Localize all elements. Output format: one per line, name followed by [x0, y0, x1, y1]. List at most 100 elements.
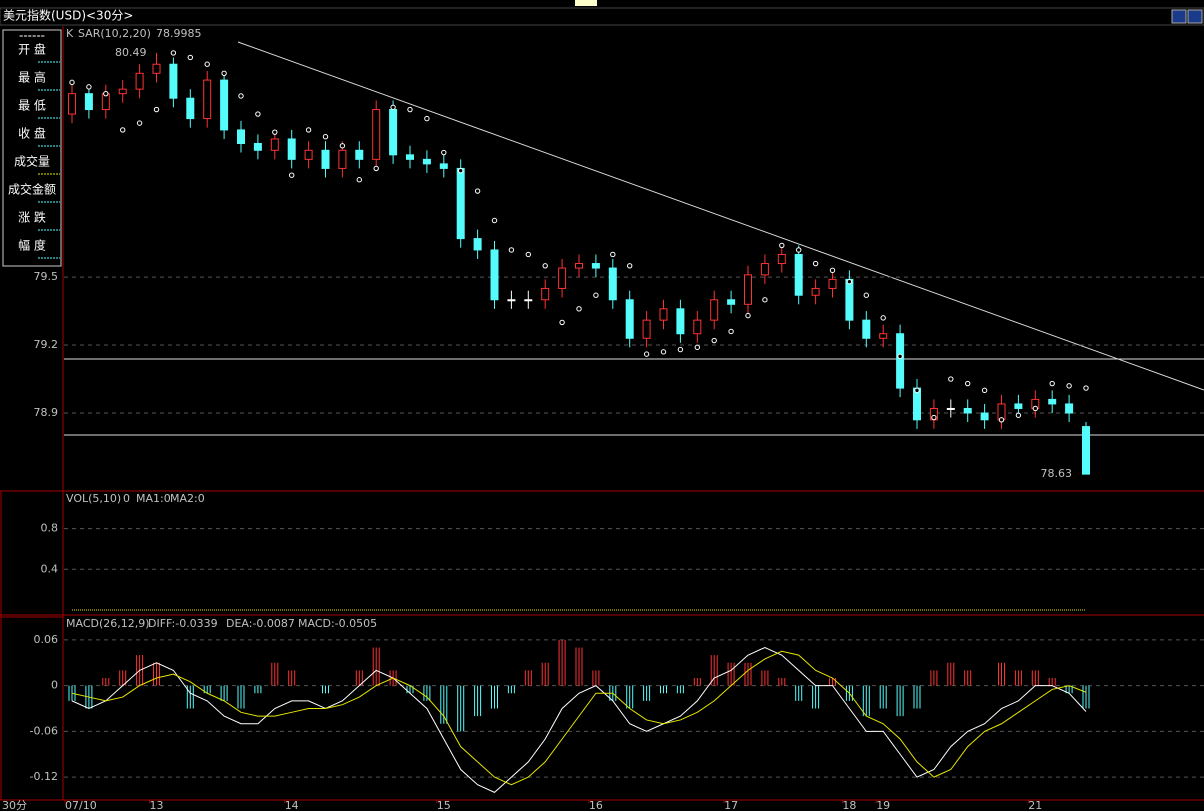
- sar-dot: [542, 263, 548, 269]
- sidebar-label: 成交量: [14, 154, 50, 169]
- y-tick-label: 0.06: [34, 633, 59, 646]
- sar-dot: [525, 251, 531, 258]
- y-tick-label: 79.5: [34, 270, 59, 283]
- sidebar-label: 收 盘: [18, 126, 46, 141]
- candle-body: [1082, 426, 1090, 475]
- sidebar-label: 涨 跌: [18, 210, 46, 225]
- panel-label: K: [66, 27, 74, 40]
- sar-dot: [998, 417, 1005, 423]
- candle-body: [456, 167, 465, 240]
- candle-body: [760, 263, 769, 276]
- x-tick-label: 18: [842, 799, 856, 811]
- sar-dot: [694, 344, 700, 351]
- nav-button[interactable]: [1187, 9, 1203, 24]
- sar-dot: [829, 267, 836, 274]
- candle-body: [490, 249, 499, 301]
- candle-body: [575, 263, 583, 269]
- sar-dot: [728, 328, 734, 335]
- candle-body: [68, 93, 76, 115]
- sidebar-box: [2, 29, 62, 267]
- y-tick-label: 78.9: [34, 406, 59, 419]
- sar-dot: [204, 61, 210, 67]
- candle-body: [439, 163, 448, 169]
- candle-body: [237, 129, 245, 144]
- title-bar: [0, 7, 1204, 26]
- sar-dot: [559, 319, 565, 326]
- nav-button[interactable]: [1171, 9, 1187, 24]
- sar-dot: [711, 337, 717, 344]
- x-tick-label: 17: [724, 799, 738, 811]
- y-tick-label: -0.06: [30, 724, 58, 737]
- candle-body: [287, 138, 296, 160]
- sar-dot: [660, 349, 667, 355]
- candle-body: [422, 158, 431, 165]
- candle-body: [338, 149, 347, 169]
- ma-label: MA1:0: [136, 492, 171, 505]
- sar-dot: [593, 292, 599, 298]
- candle-body: [744, 274, 752, 305]
- sidebar-label: 幅 度: [18, 238, 46, 253]
- candle-body: [879, 333, 888, 339]
- indicator-value: 78.9985: [156, 27, 202, 40]
- candle-body: [118, 88, 127, 95]
- sar-dot: [1015, 412, 1022, 418]
- candle-body: [777, 253, 786, 265]
- macd-stat: MACD:-0.0505: [298, 617, 377, 630]
- sar-dot: [86, 84, 92, 90]
- y-tick-label: 0: [51, 679, 58, 692]
- macd-line: [71, 646, 1087, 793]
- candle-body: [169, 63, 178, 99]
- candle-body: [980, 412, 989, 421]
- candle-body: [862, 319, 871, 339]
- candle-body: [896, 333, 905, 389]
- candle-body: [84, 93, 93, 111]
- candle-body: [203, 79, 212, 120]
- sar-dot: [981, 387, 988, 394]
- candle-body: [558, 267, 567, 289]
- candle-body: [304, 149, 313, 160]
- candle-body: [253, 143, 262, 151]
- x-tick-label: 16: [589, 799, 603, 811]
- candle-body: [963, 407, 972, 414]
- sar-dot: [863, 292, 869, 298]
- candle-body: [811, 287, 820, 296]
- sar-dot: [677, 346, 684, 353]
- x-tick-label: 14: [285, 799, 299, 811]
- candle-body: [473, 238, 482, 251]
- candle-body: [524, 299, 533, 302]
- candle-body: [710, 299, 719, 321]
- sar-dot: [491, 217, 498, 224]
- macd-stat: DIFF:-0.0339: [148, 617, 218, 630]
- sar-dot: [272, 129, 278, 135]
- panel-title: VOL(5,10): [66, 492, 121, 505]
- sar-dot: [120, 127, 126, 133]
- candle-body: [406, 154, 414, 160]
- sar-dot: [339, 143, 346, 149]
- x-unit: 30分: [2, 799, 27, 811]
- candle-body: [946, 407, 955, 410]
- sar-dot: [153, 106, 160, 113]
- x-tick-label: 19: [876, 799, 890, 811]
- toolbar-button[interactable]: [575, 0, 597, 6]
- y-tick-label: 79.2: [34, 338, 59, 351]
- candle-body: [659, 308, 668, 321]
- sar-dot: [1083, 385, 1089, 391]
- panel-value: 0: [123, 492, 130, 505]
- sar-dot: [390, 104, 396, 110]
- sar-dot: [779, 242, 785, 249]
- candle-body: [1065, 403, 1074, 414]
- sar-dot: [796, 247, 802, 253]
- sar-dot: [238, 93, 244, 99]
- sar-dot: [407, 106, 413, 113]
- sar-dot: [187, 54, 194, 61]
- candle-body: [693, 319, 702, 335]
- sar-dot: [221, 70, 227, 76]
- low-label: 78.63: [1041, 467, 1073, 480]
- candle-body: [642, 319, 651, 339]
- sar-dot: [627, 263, 633, 269]
- high-label: 80.49: [115, 46, 147, 59]
- sidebar-label: 开 盘: [18, 42, 46, 57]
